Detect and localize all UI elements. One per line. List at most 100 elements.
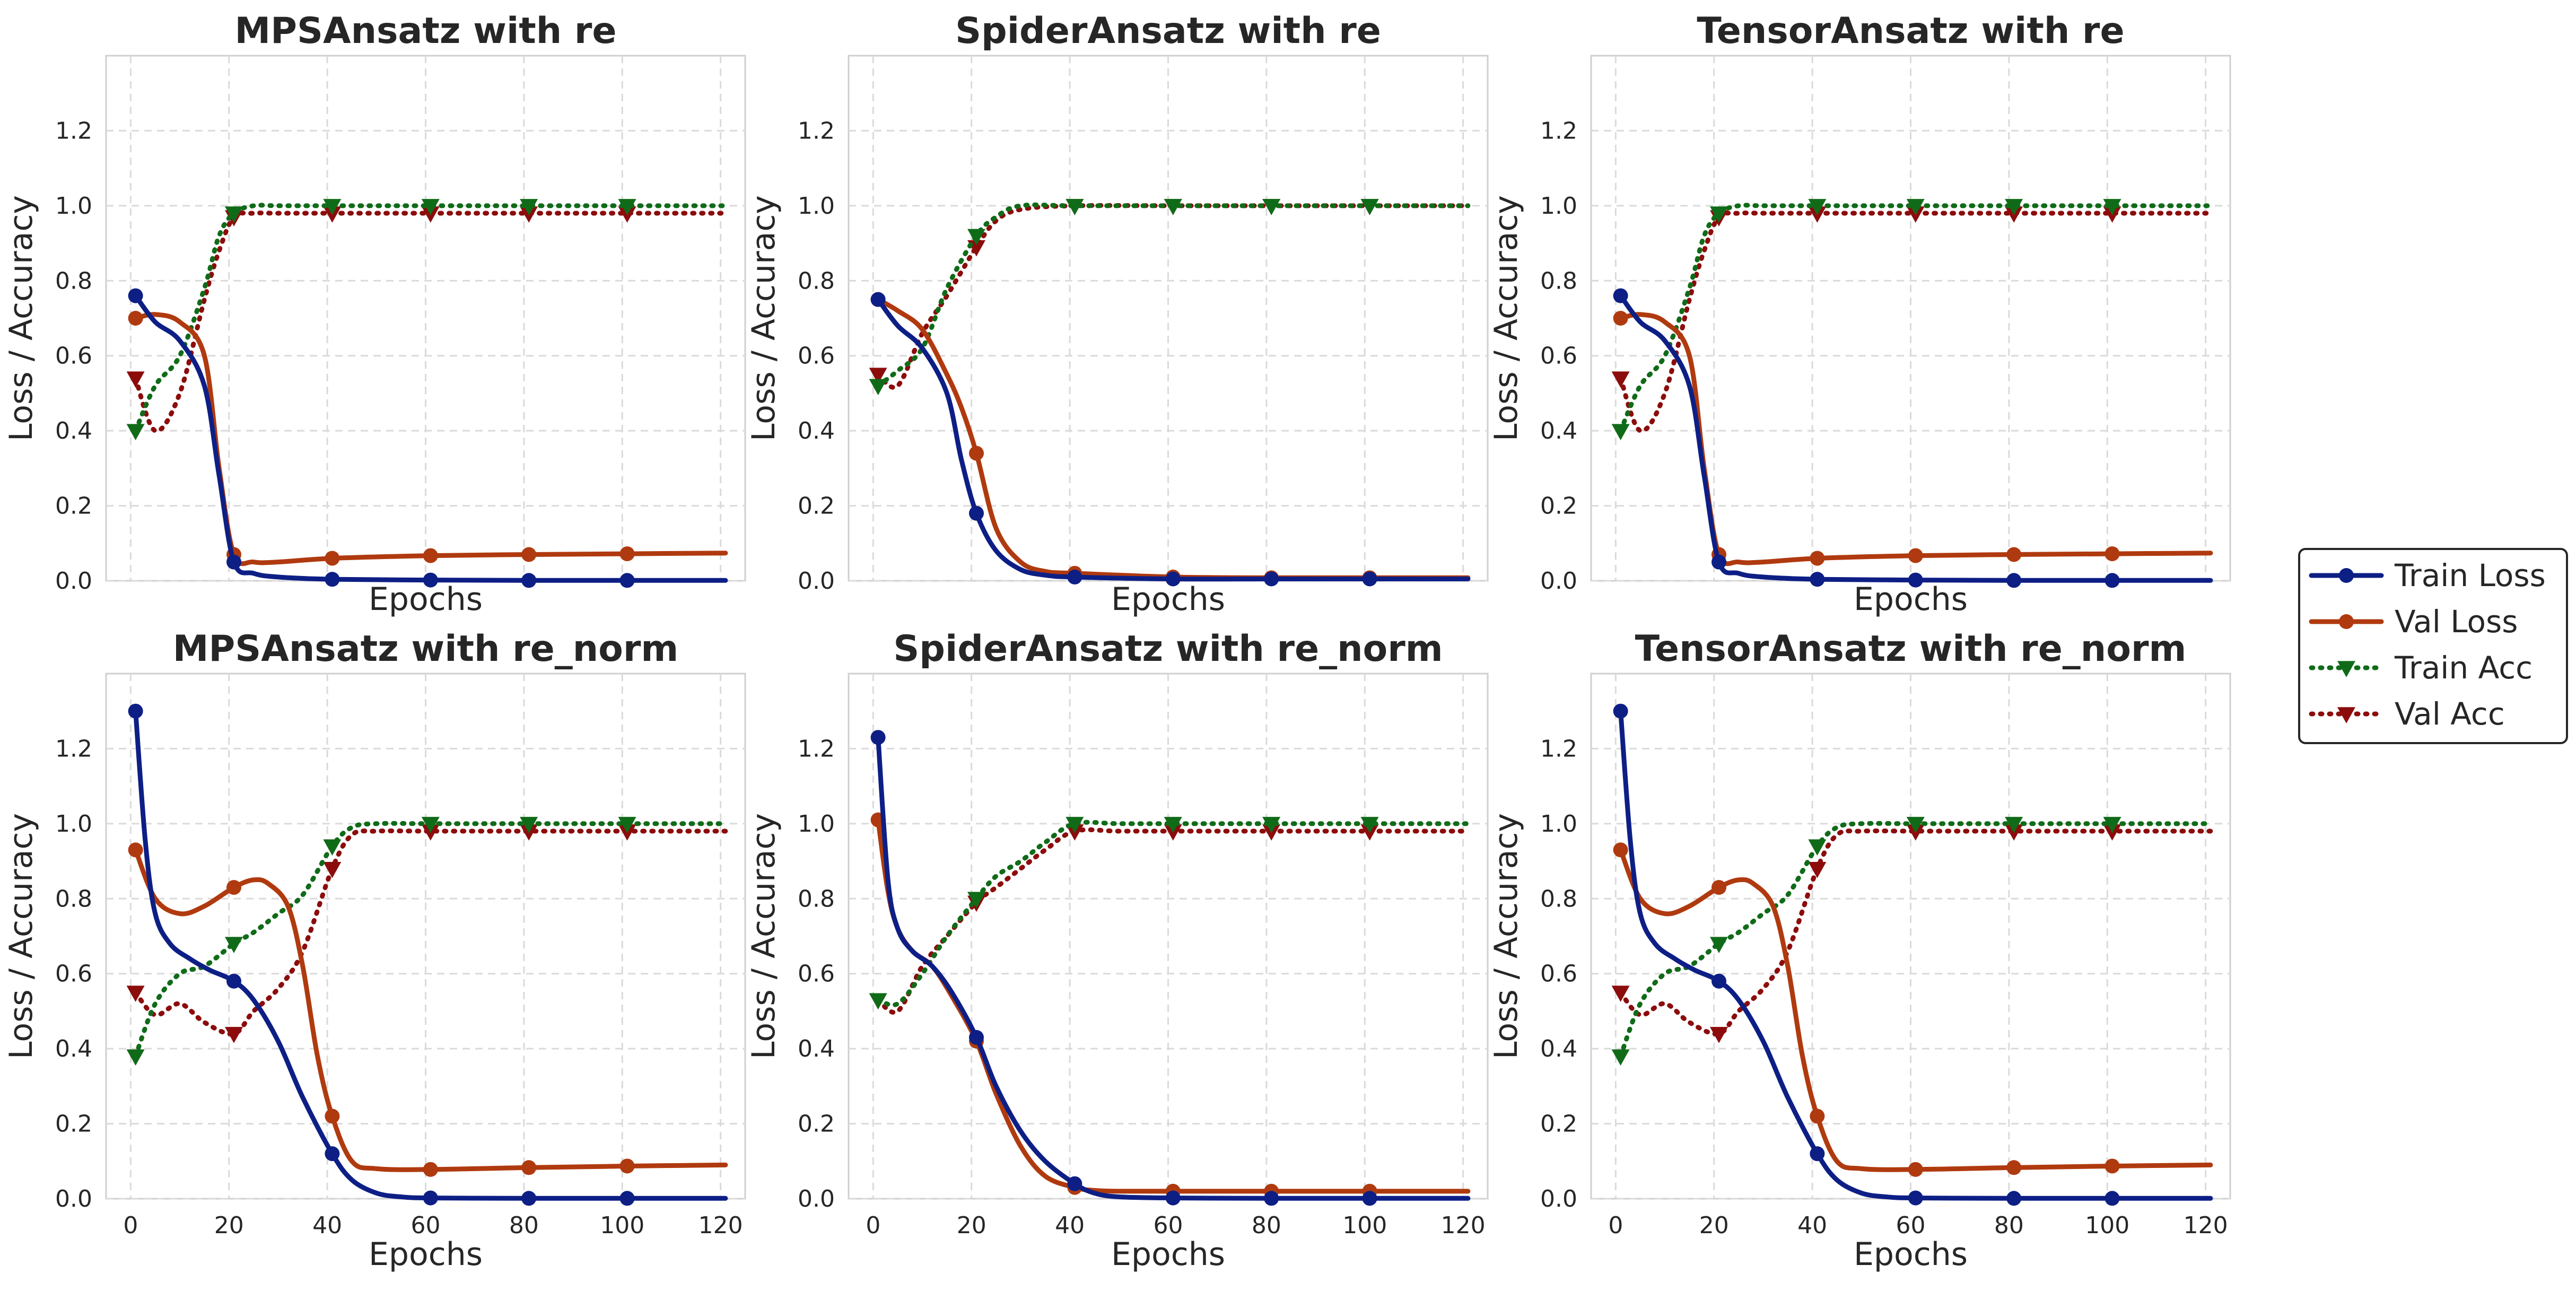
marker-train-loss: [521, 1191, 537, 1206]
y-tick-label: 0.4: [1540, 417, 1577, 444]
legend-frame: [2298, 548, 2568, 744]
x-tick-label: 0: [866, 1212, 880, 1239]
marker-val-acc: [126, 985, 145, 1002]
legend-label: Val Acc: [2395, 696, 2505, 732]
series-train-loss: [128, 288, 728, 588]
marker-train-loss: [870, 292, 886, 307]
marker-val-loss: [1810, 1109, 1825, 1124]
marker-val-acc: [869, 368, 887, 384]
marker-val-loss: [521, 547, 537, 562]
y-tick-label: 0.0: [798, 1185, 835, 1213]
x-axis-label: Epochs: [1854, 581, 1968, 618]
series-val-loss: [1613, 842, 2213, 1177]
x-axis-label: Epochs: [1111, 1236, 1225, 1273]
x-tick-label: 100: [1342, 1212, 1387, 1239]
marker-val-loss: [2105, 1158, 2120, 1174]
line-val-acc: [133, 210, 728, 433]
x-tick-label: 40: [1055, 1212, 1085, 1239]
y-tick-label: 0.8: [798, 267, 835, 294]
marker-train-loss: [1264, 1191, 1279, 1206]
y-tick-label: 1.0: [55, 193, 92, 220]
line-train-loss: [876, 297, 1471, 582]
y-tick-label: 1.0: [1540, 810, 1577, 838]
y-tick-label: 0.4: [55, 417, 92, 444]
subplot-title: TensorAnsatz with re_norm: [1635, 628, 2187, 670]
x-tick-label: 80: [1252, 1212, 1281, 1239]
marker-train-loss: [1810, 1146, 1825, 1162]
y-tick-label: 0.8: [55, 885, 92, 912]
x-axis-label: Epochs: [1111, 581, 1225, 618]
line-val-acc: [876, 827, 1471, 1015]
y-tick-label: 1.0: [55, 810, 92, 838]
x-tick-label: 20: [214, 1212, 244, 1239]
x-tick-label: 120: [1441, 1212, 1486, 1239]
marker-val-loss: [1908, 1162, 1923, 1177]
legend-entry-train-acc: Train Acc: [2309, 650, 2533, 686]
marker-train-acc: [2103, 817, 2121, 833]
legend-label: Train Loss: [2394, 557, 2546, 594]
x-tick-label: 40: [312, 1212, 342, 1239]
marker-val-loss: [969, 446, 984, 461]
x-tick-label: 60: [1896, 1212, 1926, 1239]
marker-train-acc: [1066, 199, 1084, 215]
y-tick-label: 0.6: [55, 961, 92, 988]
legend-marker: [2337, 661, 2355, 677]
line-train-loss: [1618, 293, 2213, 583]
subplot-title: TensorAnsatz with re: [1697, 10, 2124, 52]
y-axis-label: Loss / Accuracy: [745, 813, 782, 1059]
x-tick-label: 120: [698, 1212, 743, 1239]
marker-train-loss: [619, 1191, 635, 1206]
marker-train-acc: [1611, 1049, 1630, 1066]
y-tick-label: 0.4: [55, 1035, 92, 1062]
subplot-grid: 0.0 0.2 0.4 0.6 0.8 1.0 1.2 MPSAnsatz with re Ep…: [3, 10, 2231, 1273]
marker-train-loss: [128, 288, 143, 303]
marker-train-acc: [520, 199, 538, 215]
marker-train-acc: [1164, 199, 1182, 215]
marker-val-loss: [619, 546, 635, 562]
y-tick-label: 0.0: [55, 1185, 92, 1213]
y-tick-label: 1.2: [798, 117, 835, 144]
y-axis-label: Loss / Accuracy: [745, 195, 782, 441]
y-tick-label: 0.2: [798, 1111, 835, 1138]
marker-train-loss: [325, 572, 340, 587]
marker-train-acc: [967, 892, 985, 909]
subplot-tensoransatz-with-re-norm: 0.0 0.2 0.4 0.6 0.8 1.0 1.2 0 20 40 60 80 100 120 Tens…: [1488, 628, 2231, 1273]
line-val-loss: [1618, 312, 2213, 566]
marker-train-acc: [1164, 817, 1182, 833]
legend-marker: [2339, 568, 2354, 583]
marker-val-loss: [2105, 546, 2120, 562]
series-val-acc: [126, 824, 728, 1043]
legend-label: Train Acc: [2394, 650, 2533, 686]
marker-train-loss: [1165, 571, 1181, 587]
line-train-loss: [133, 709, 728, 1201]
marker-train-loss: [870, 730, 886, 745]
marker-val-loss: [1613, 842, 1628, 858]
x-tick-label: 20: [1699, 1212, 1729, 1239]
marker-train-acc: [2103, 199, 2121, 215]
line-val-acc: [133, 828, 728, 1036]
marker-train-loss: [1067, 1176, 1082, 1191]
marker-train-loss: [1362, 1191, 1377, 1206]
y-tick-label: 0.8: [1540, 885, 1577, 912]
y-tick-label: 1.2: [1540, 735, 1577, 762]
marker-train-acc: [1906, 199, 1925, 215]
line-train-acc: [133, 821, 728, 1059]
marker-train-loss: [2105, 1191, 2120, 1206]
marker-train-acc: [1262, 817, 1281, 833]
marker-val-acc: [225, 1027, 243, 1043]
line-train-loss: [1618, 709, 2213, 1201]
y-tick-label: 0.8: [55, 267, 92, 294]
marker-train-acc: [869, 379, 887, 396]
marker-train-loss: [2006, 1191, 2022, 1206]
marker-train-loss: [1810, 572, 1825, 587]
marker-val-acc: [1611, 371, 1630, 388]
grid: [106, 56, 745, 582]
y-tick-label: 0.8: [798, 885, 835, 912]
y-tick-label: 1.2: [55, 117, 92, 144]
marker-train-acc: [2005, 817, 2023, 833]
marker-train-acc: [618, 817, 636, 833]
series-val-acc: [1611, 824, 2213, 1043]
subplot-spideransatz-with-re: 0.0 0.2 0.4 0.6 0.8 1.0 1.2 SpiderAnsatz with r…: [745, 10, 1489, 618]
marker-val-loss: [226, 880, 241, 895]
marker-train-acc: [421, 817, 440, 833]
